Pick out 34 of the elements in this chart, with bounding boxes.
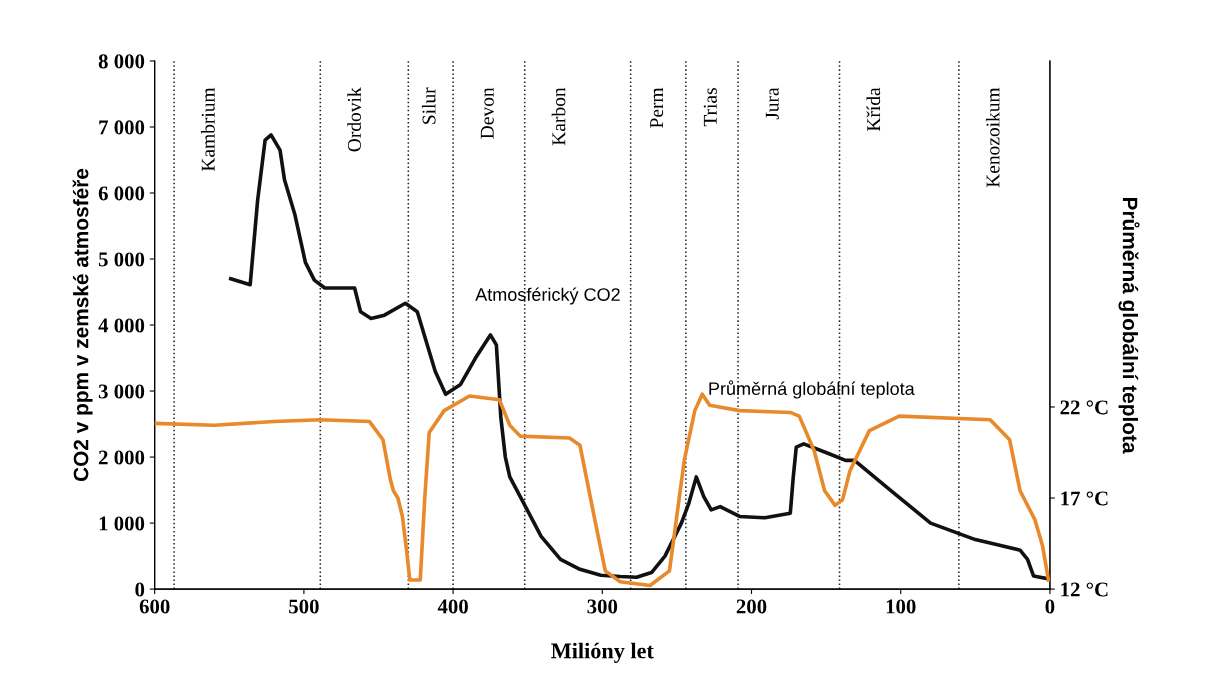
x-axis-title: Milióny let <box>551 642 654 663</box>
y-tick-label: 6 000 <box>98 186 145 201</box>
x-tick-label: 200 <box>736 599 767 614</box>
y2-tick-label: 17 °C <box>1061 491 1108 506</box>
x-tick-label: 500 <box>289 599 319 614</box>
annotation: Průměrná globální teplota <box>709 380 915 399</box>
x-tick-label: 300 <box>587 599 618 614</box>
ref-line-label: Kenozoikum <box>985 87 1000 188</box>
ref-line-label: Jura <box>765 87 779 120</box>
ref-line-label: Devon <box>480 87 494 139</box>
x-tick-label: 0 <box>1045 599 1055 614</box>
y-tick-label: 1 000 <box>99 516 145 531</box>
y2-axis-title: Průměrná globální teplota <box>1118 197 1140 454</box>
x-tick-label: 400 <box>437 599 468 614</box>
y2-tick-label: 22 °C <box>1060 400 1108 415</box>
ref-line-label: Karbon <box>551 87 566 146</box>
x-tick-label: 600 <box>139 599 170 614</box>
y-tick-label: 8 000 <box>98 54 145 69</box>
x-tick-label: 100 <box>886 599 916 614</box>
y-tick-label: 3 000 <box>98 384 145 399</box>
annotation: Atmosférický CO2 <box>475 287 620 305</box>
y-tick-label: 2 000 <box>98 450 145 465</box>
ref-line-label: Perm <box>650 87 664 128</box>
y2-tick-label: 12 °C <box>1061 582 1108 597</box>
y-tick-label: 0 <box>135 582 145 597</box>
y-axis-title: CO2 v ppm v zemské atmosféře <box>72 168 93 482</box>
ref-line-label: Ordovik <box>347 87 361 152</box>
ref-line-label: Silur <box>421 87 436 124</box>
ref-line-label: Kambrium <box>201 87 215 172</box>
y-tick-label: 5 000 <box>98 252 145 267</box>
ref-line-label: Křída <box>866 87 881 132</box>
y-tick-label: 4 000 <box>98 318 145 333</box>
ref-line-label: Trias <box>703 88 717 127</box>
y-tick-label: 7 000 <box>99 120 145 135</box>
